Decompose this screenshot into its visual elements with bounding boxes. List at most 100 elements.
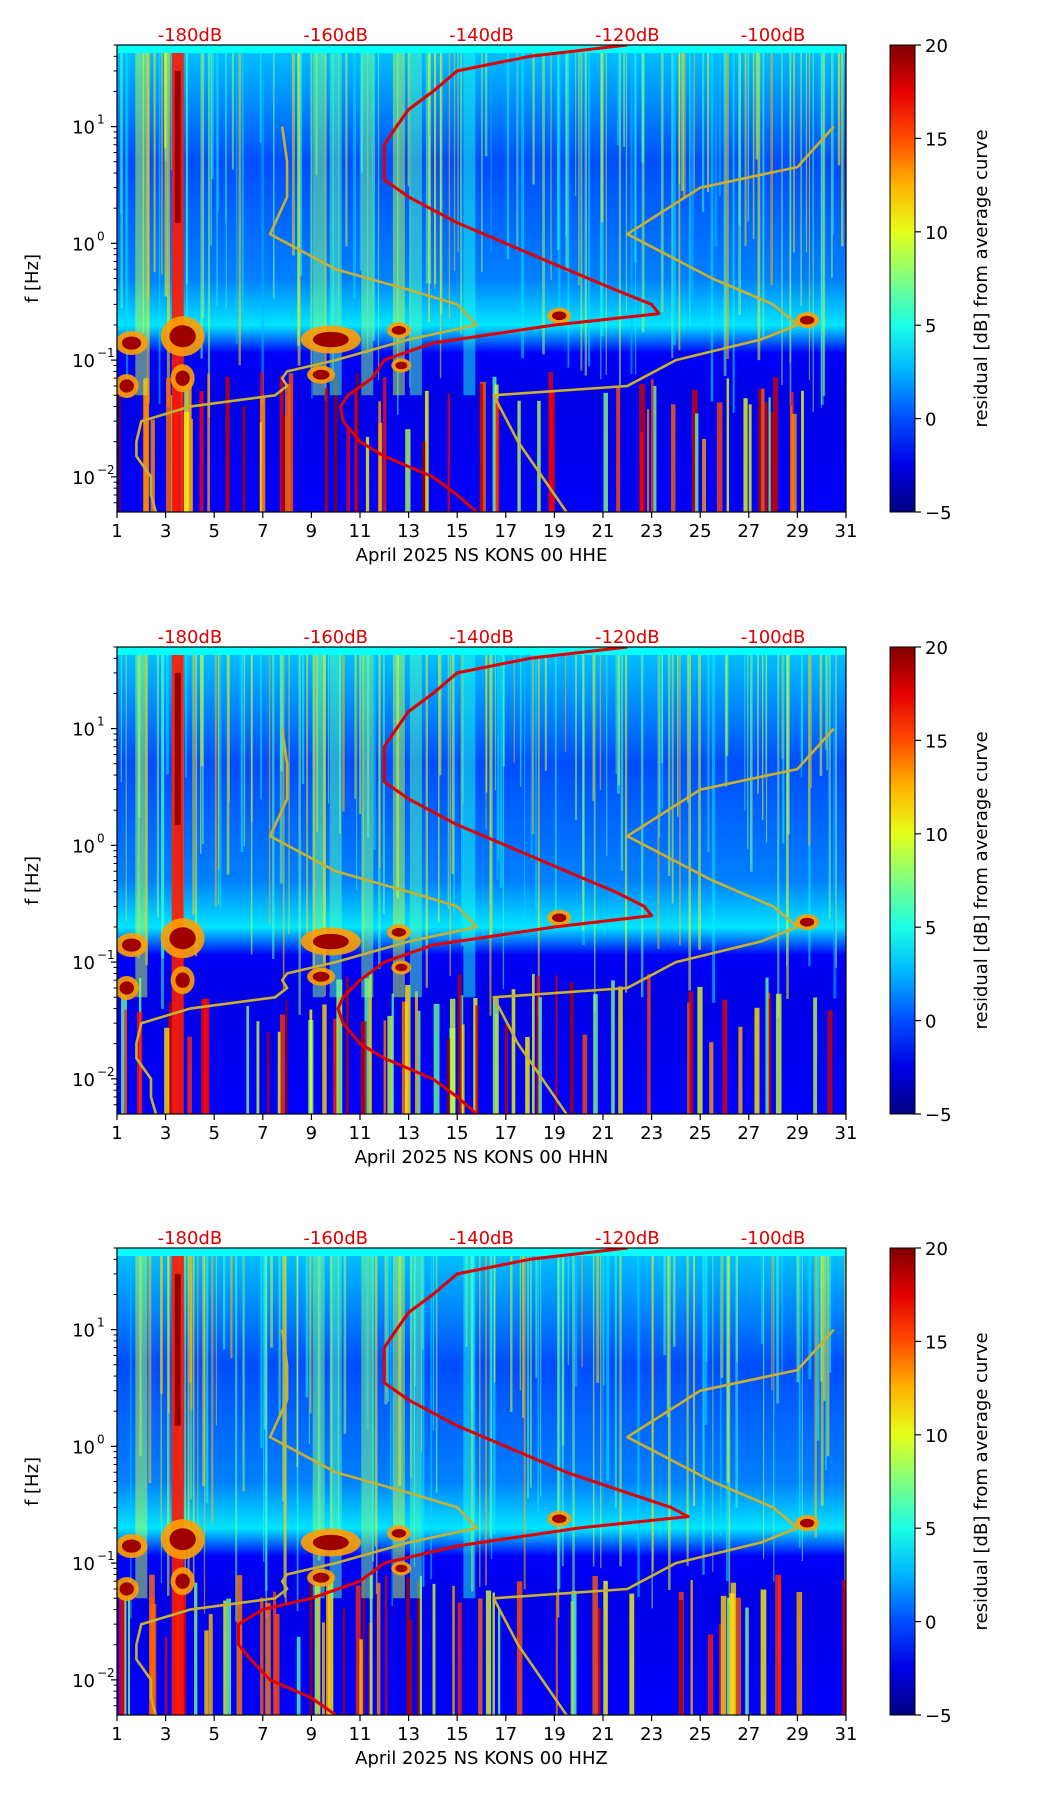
spectrogram-streak bbox=[425, 45, 429, 284]
spectrogram-spike bbox=[745, 1607, 749, 1715]
spectrogram-streak bbox=[805, 45, 808, 253]
spectrogram-streak bbox=[693, 1248, 696, 1506]
spectrogram-streak bbox=[825, 1248, 827, 1471]
spectrogram-streak bbox=[522, 1248, 525, 1418]
x-tick-label: 7 bbox=[257, 521, 268, 542]
x-axis-label: April 2025 NS KONS 00 HHZ bbox=[355, 1748, 608, 1769]
spectrogram-streak bbox=[524, 647, 526, 936]
spectrogram-streak bbox=[735, 1248, 738, 1508]
colorbar bbox=[889, 1247, 916, 1716]
spectrogram-band bbox=[361, 1248, 374, 1599]
spectrogram-streak bbox=[679, 647, 681, 946]
x-tick-label: 1 bbox=[111, 521, 122, 542]
spectrogram-spike bbox=[359, 1639, 363, 1715]
spectrogram-streak bbox=[170, 45, 173, 171]
spectrogram-streak bbox=[755, 45, 759, 160]
colorbar-tick-label: −5 bbox=[925, 503, 952, 524]
spectrogram-streak bbox=[120, 45, 124, 309]
x-tick-label: 5 bbox=[208, 1123, 219, 1144]
spectrogram-streak bbox=[819, 647, 823, 776]
spectrogram-streak bbox=[359, 45, 363, 271]
spectrogram-spike bbox=[702, 438, 707, 512]
spectrogram-streak bbox=[841, 45, 844, 247]
spectrogram-spike bbox=[279, 1014, 285, 1114]
colorbar-tick-label: 10 bbox=[925, 1426, 948, 1447]
spectrogram-streak bbox=[510, 1248, 513, 1413]
x-tick-label: 15 bbox=[446, 521, 469, 542]
spectrogram-streak bbox=[519, 647, 522, 787]
spectrogram-streak bbox=[530, 647, 533, 861]
spectrogram-streak bbox=[812, 45, 814, 412]
spectrogram-streak bbox=[630, 45, 633, 375]
spectrogram-streak bbox=[810, 647, 812, 789]
spectrogram-streak bbox=[387, 1248, 390, 1402]
spectrogram-band bbox=[329, 45, 342, 396]
colorbar-tick-label: 20 bbox=[925, 638, 948, 659]
spectrogram-streak bbox=[540, 1248, 542, 1497]
spectrogram-streak bbox=[761, 1248, 764, 1345]
spectrogram-spike bbox=[729, 1593, 735, 1715]
spectrogram-streak bbox=[288, 647, 290, 935]
spectrogram-spike bbox=[478, 1598, 483, 1715]
y-tick-exponent: 0 bbox=[97, 1432, 105, 1446]
y-tick-label: 10 bbox=[72, 953, 95, 974]
spectrogram-streak bbox=[435, 1248, 438, 1493]
spectrogram-streak bbox=[701, 45, 705, 212]
spectrogram-spike bbox=[765, 977, 769, 1114]
spectrogram-streak bbox=[726, 1248, 730, 1483]
spectrogram-streak bbox=[125, 647, 127, 922]
spectrogram-spike bbox=[720, 1595, 727, 1715]
spectrogram-blob-core bbox=[121, 336, 142, 350]
spectrogram-spike bbox=[266, 1032, 270, 1114]
spectrogram-streak bbox=[837, 45, 841, 166]
spectrogram-streak bbox=[823, 1248, 826, 1401]
spectrogram-spike bbox=[538, 997, 542, 1114]
spectrogram-spike bbox=[517, 400, 521, 512]
spectrogram-streak bbox=[490, 1248, 493, 1560]
spectrogram-band bbox=[463, 45, 476, 396]
spectrogram-blob-core bbox=[119, 981, 134, 995]
spectrogram-spike bbox=[640, 432, 644, 512]
spectrogram-spike bbox=[452, 1585, 455, 1715]
spectrogram-spike bbox=[223, 1600, 227, 1715]
spectrogram-streak bbox=[617, 45, 620, 146]
spectrogram-spike bbox=[611, 980, 615, 1114]
spectrogram-streak bbox=[537, 1248, 539, 1512]
spectrogram-spike bbox=[768, 998, 772, 1114]
colorbar bbox=[889, 646, 916, 1115]
y-tick-exponent: 1 bbox=[97, 1316, 105, 1330]
spectrogram-streak bbox=[698, 647, 701, 950]
spectrogram-streak bbox=[801, 1248, 803, 1562]
y-tick-exponent: 1 bbox=[97, 715, 105, 729]
x-tick-label: 3 bbox=[160, 1724, 171, 1745]
spectrogram-spike bbox=[571, 1590, 577, 1715]
y-tick-exponent: 1 bbox=[97, 113, 105, 127]
spectrogram-streak bbox=[732, 45, 735, 413]
spectrogram-streak bbox=[532, 45, 535, 185]
spectrogram-streak bbox=[826, 647, 829, 771]
spectrogram-spike bbox=[391, 993, 394, 1114]
spectrogram-spike bbox=[164, 1027, 170, 1114]
spectrogram-spike bbox=[772, 377, 779, 512]
spectrogram-streak bbox=[453, 45, 456, 272]
spectrogram-spike bbox=[475, 1005, 479, 1114]
noise-model-curve bbox=[492, 727, 835, 1114]
spectrogram-streak bbox=[726, 45, 729, 360]
spectrogram-spike bbox=[334, 377, 338, 512]
spectrogram-spike bbox=[758, 388, 762, 512]
x-tick-label: 9 bbox=[306, 521, 317, 542]
spectrogram-streak bbox=[707, 45, 710, 193]
spectrogram-streak bbox=[663, 1248, 666, 1356]
spectrogram-streak bbox=[161, 45, 163, 275]
spectrogram-blob-core bbox=[169, 1528, 196, 1551]
spectrogram-streak bbox=[575, 45, 577, 197]
spectrogram-spike bbox=[274, 1613, 280, 1715]
spectrogram-spike bbox=[405, 429, 411, 512]
spectrogram-band bbox=[392, 45, 405, 396]
spectrogram-spike bbox=[204, 1630, 209, 1715]
spectrogram-streak bbox=[677, 647, 679, 817]
x-tick-label: 27 bbox=[737, 521, 760, 542]
spectrogram-streak bbox=[240, 647, 244, 853]
spectrogram-streak bbox=[712, 1248, 714, 1573]
spectrogram-spike bbox=[226, 1598, 232, 1715]
